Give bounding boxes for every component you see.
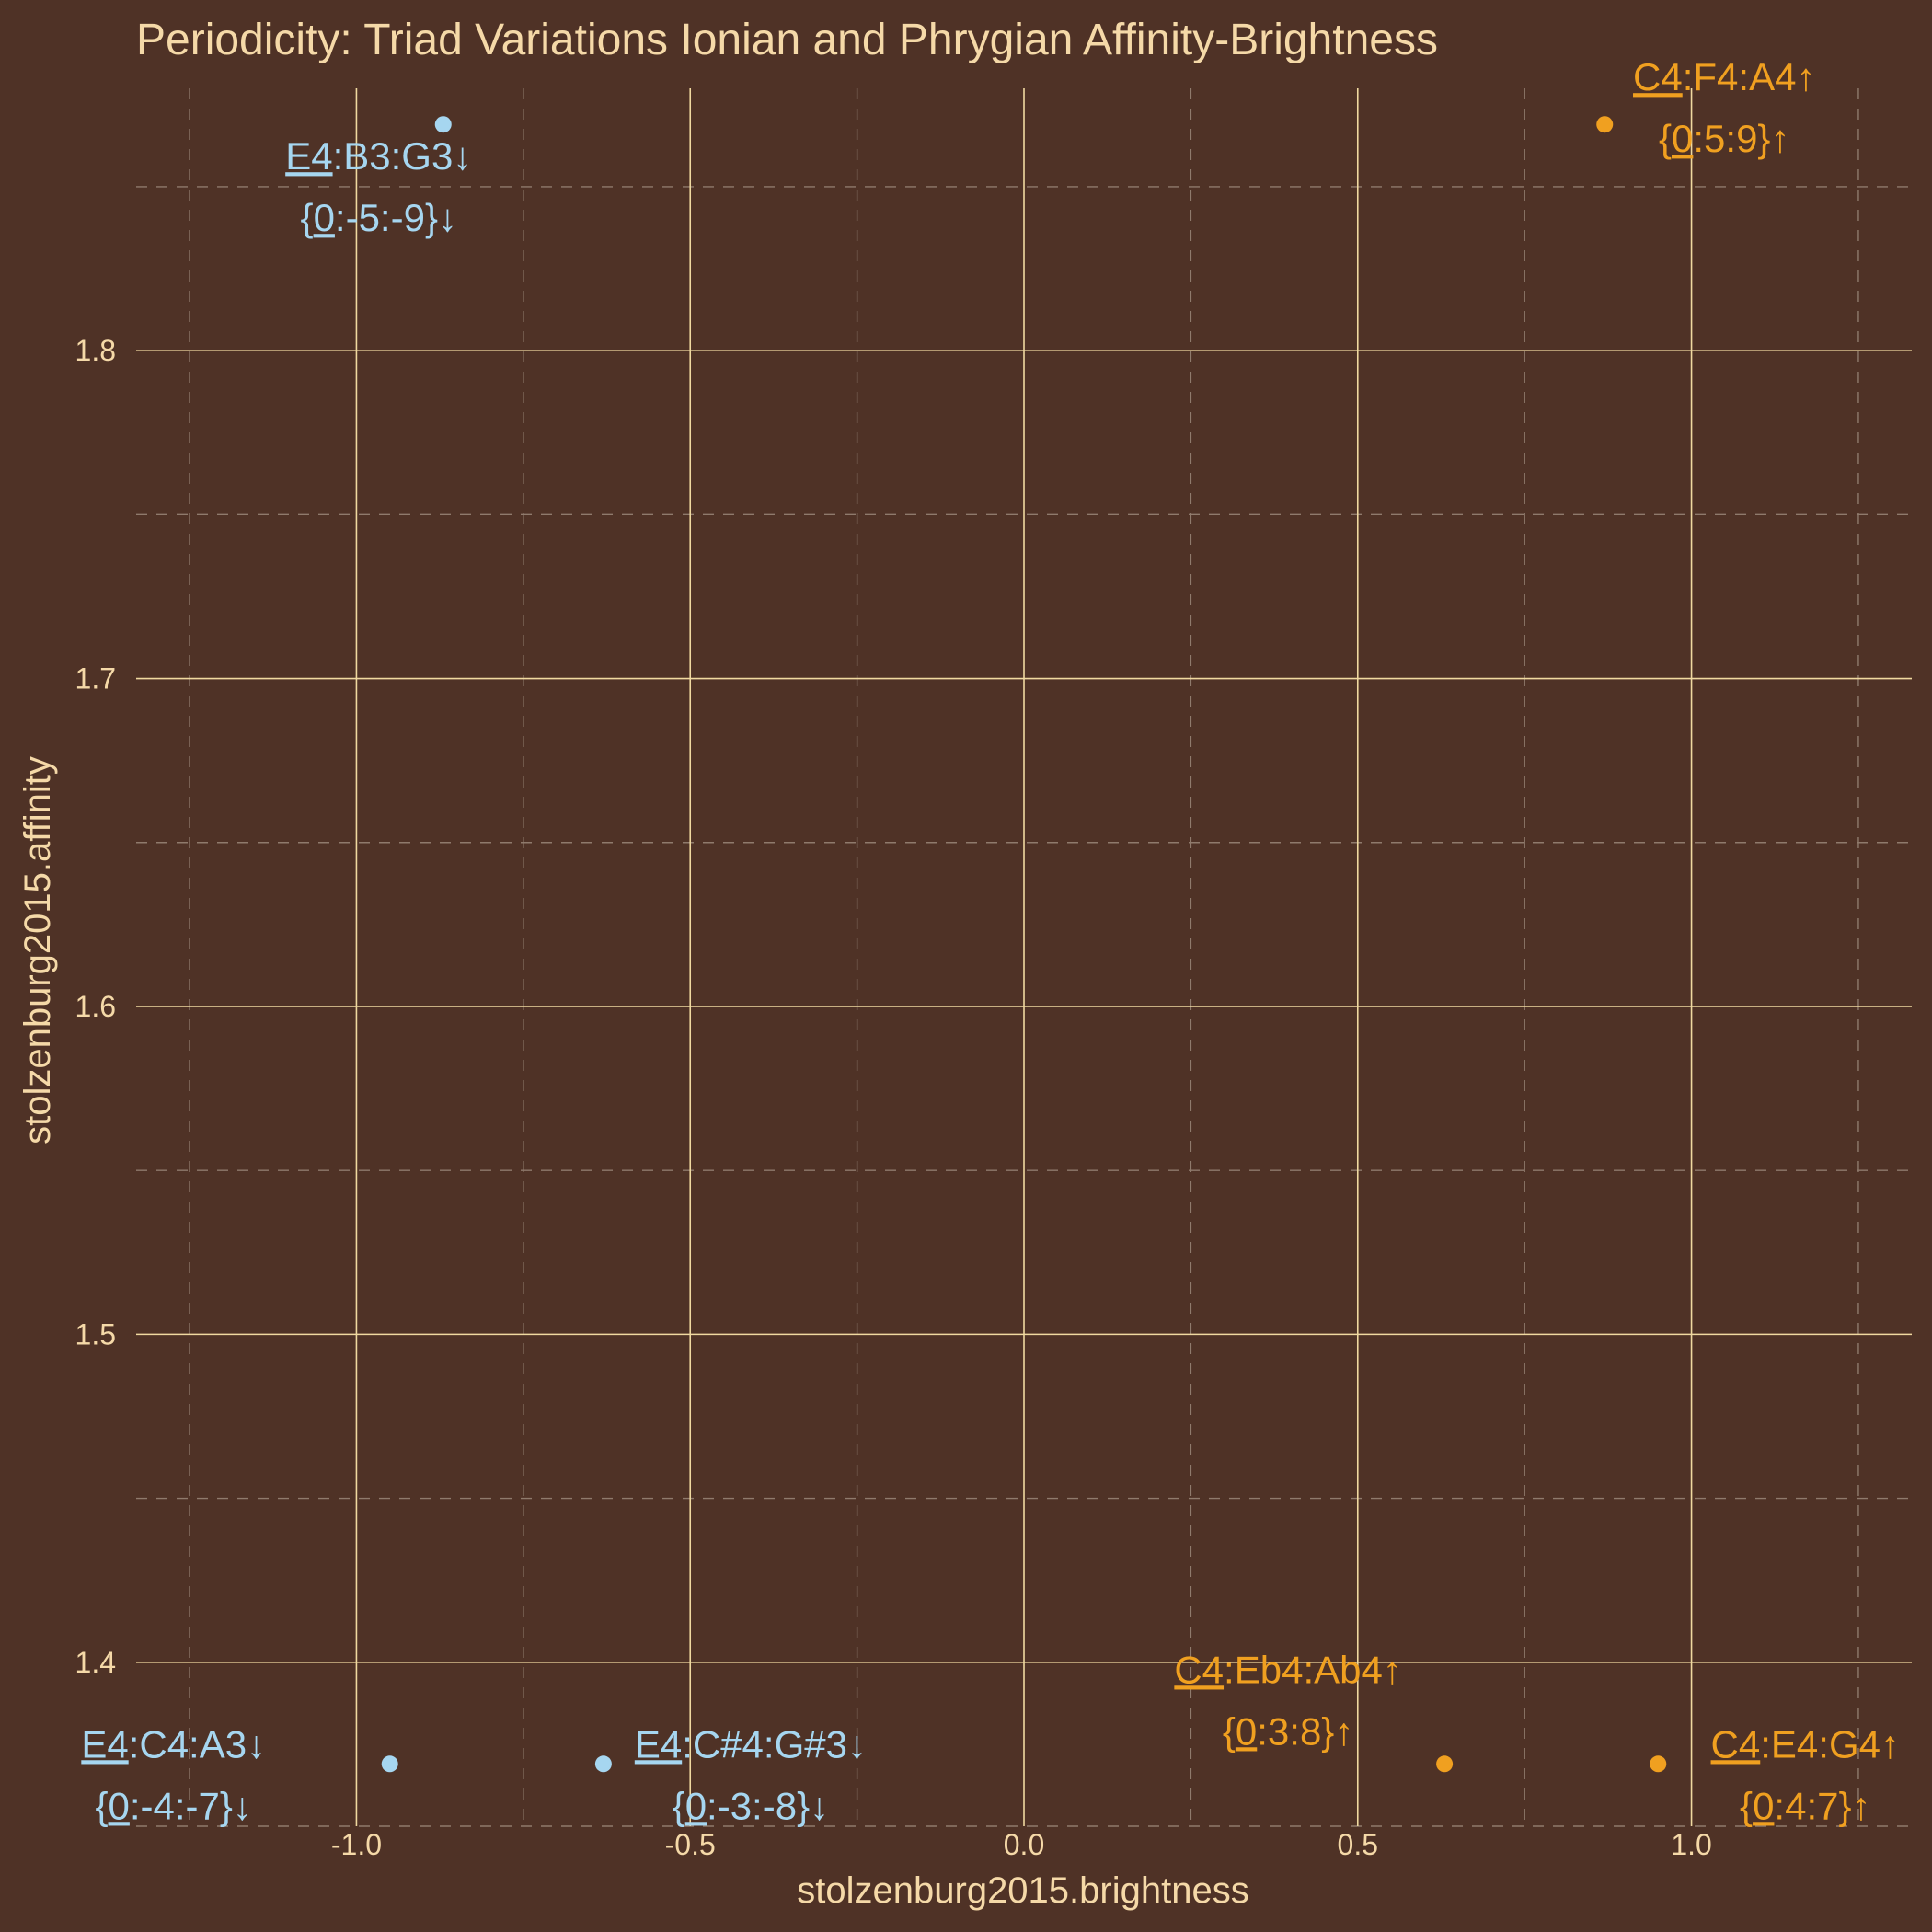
x-tick-label: 0.5 [1338, 1828, 1378, 1861]
point-label-chord: C4:Eb4:Ab4↑ [1174, 1648, 1402, 1691]
major-grid [136, 88, 1912, 1826]
point-label-set: {0:-4:-7}↓ [95, 1784, 251, 1827]
data-point [594, 1755, 612, 1773]
point-label-chord: E4:B3:G3↓ [285, 134, 472, 178]
point-label-set: {0:3:8}↑ [1223, 1709, 1353, 1753]
point-label-chord: E4:C#4:G#3↓ [635, 1722, 867, 1765]
point-label-chord: C4:F4:A4↑ [1633, 55, 1815, 98]
data-point [434, 116, 452, 133]
data-points [381, 116, 1667, 1773]
y-tick-labels: 1.4 1.5 1.6 1.7 1.8 [75, 334, 116, 1679]
point-label-set: {0:5:9}↑ [1659, 117, 1789, 160]
y-tick-label: 1.6 [75, 990, 116, 1023]
x-tick-labels: -1.0 -0.5 0.0 0.5 1.0 [331, 1828, 1712, 1861]
x-tick-label: 1.0 [1671, 1828, 1711, 1861]
x-axis-title: stolzenburg2015.brightness [797, 1870, 1248, 1911]
point-label-set: {0:-3:-8}↓ [673, 1784, 829, 1827]
point-labels: E4:B3:G3↓ {0:-5:-9}↓ E4:C4:A3↓ {0:-4:-7}↓ E4… [81, 55, 1900, 1827]
y-axis-title: stolzenburg2015.affinity [17, 756, 58, 1144]
point-label-set: {0:4:7}↑ [1740, 1784, 1870, 1827]
minor-grid [136, 88, 1912, 1827]
point-label-set: {0:-5:-9}↓ [301, 196, 457, 239]
data-point [1596, 116, 1614, 133]
data-point [1436, 1755, 1454, 1773]
x-tick-label: -0.5 [665, 1828, 716, 1861]
x-tick-label: 0.0 [1004, 1828, 1044, 1861]
y-tick-label: 1.8 [75, 334, 116, 367]
y-tick-label: 1.5 [75, 1317, 116, 1351]
y-tick-label: 1.7 [75, 662, 116, 696]
point-label-chord: E4:C4:A3↓ [81, 1722, 266, 1765]
x-tick-label: -1.0 [331, 1828, 382, 1861]
data-point [1650, 1755, 1667, 1773]
data-point [381, 1755, 398, 1773]
point-label-chord: C4:E4:G4↑ [1711, 1722, 1900, 1765]
chart-title: Periodicity: Triad Variations Ionian and… [136, 16, 1438, 64]
y-tick-label: 1.4 [75, 1646, 116, 1679]
